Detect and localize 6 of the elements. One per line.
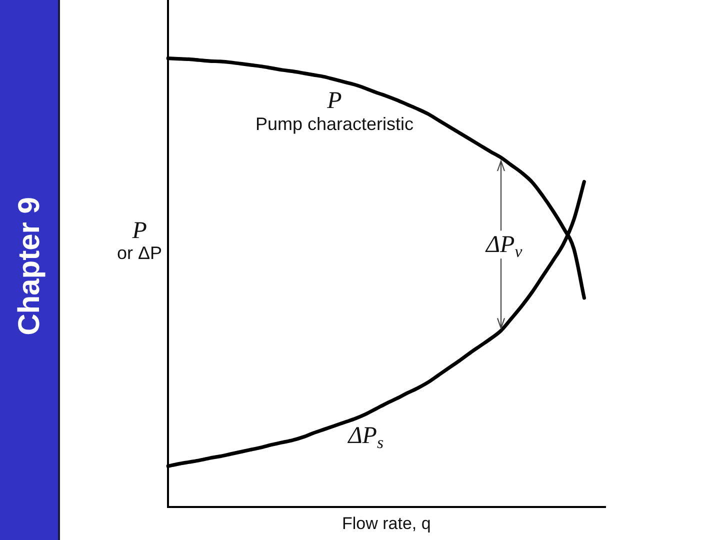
series-label: P Pump characteristic	[255, 88, 414, 135]
series-label: ΔP$_{s}$	[348, 423, 384, 452]
text: Chapter 9	[13, 197, 46, 336]
x-axis-title: Flow rate, q	[342, 514, 431, 534]
y-axis-title: P or ΔP	[117, 218, 162, 264]
annotation: ΔP$_{v}$	[486, 232, 522, 262]
